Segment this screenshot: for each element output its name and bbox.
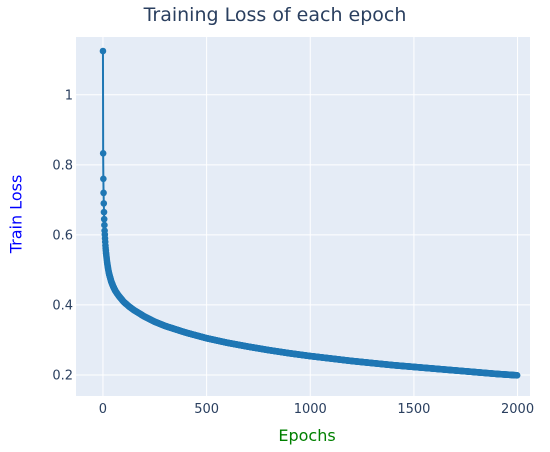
x-tick-label: 1500 [397, 402, 430, 417]
y-tick-label: 0.8 [52, 158, 73, 173]
y-tick-label: 0.2 [52, 368, 73, 383]
chart-title: Training Loss of each epoch [143, 4, 407, 26]
x-axis-title: Epochs [278, 426, 336, 445]
data-point [513, 372, 521, 379]
data-point [100, 175, 107, 183]
x-tick-label: 2000 [501, 402, 534, 417]
y-tick-label: 1 [65, 88, 73, 103]
plot-background [76, 37, 530, 396]
data-point [100, 215, 108, 223]
data-point [100, 200, 108, 207]
data-point [99, 47, 107, 55]
x-tick-label: 0 [99, 402, 107, 417]
data-point [100, 189, 107, 197]
x-tick-label: 500 [194, 402, 219, 417]
data-point [101, 221, 108, 229]
x-tick-label: 1000 [294, 402, 327, 417]
data-point [99, 149, 107, 157]
data-point [100, 208, 108, 216]
y-tick-label: 0.6 [52, 228, 73, 243]
y-tick-label: 0.4 [52, 298, 73, 313]
